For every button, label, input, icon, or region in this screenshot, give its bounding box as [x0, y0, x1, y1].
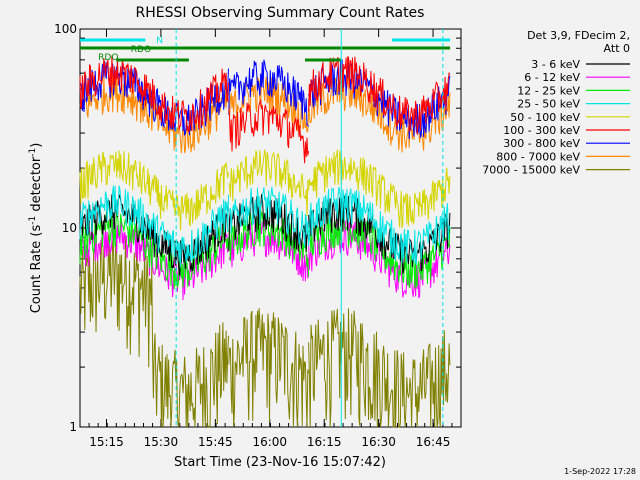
series-line — [308, 220, 451, 299]
night-label: N — [156, 36, 163, 46]
series-line — [79, 233, 229, 429]
decimation-label: RDO — [98, 53, 118, 63]
series-line — [79, 75, 229, 154]
series-line — [308, 308, 451, 428]
legend-label: 100 - 300 keV — [503, 124, 580, 137]
chart-title: RHESSI Observing Summary Count Rates — [136, 5, 425, 21]
series-line — [228, 59, 310, 127]
series-layer — [79, 55, 451, 429]
y-axis-label-mid: detector — [29, 156, 44, 216]
series-line — [308, 149, 451, 229]
legend-label: 300 - 800 keV — [503, 137, 580, 150]
x-tick-label: 15:15 — [89, 435, 124, 449]
x-axis: 15:15 15:30 15:45 16:00 16:15 16:30 16:45 — [79, 29, 462, 449]
x-tick-label: 16:30 — [361, 435, 396, 449]
legend-label: 6 - 12 keV — [524, 71, 580, 84]
legend-header-1: Det 3,9, FDecim 2, — [527, 29, 630, 42]
series-line — [228, 149, 310, 216]
series-line — [228, 186, 310, 248]
series-line — [79, 55, 229, 133]
legend-header-2: Att 0 — [604, 42, 630, 55]
legend-label: 25 - 50 keV — [517, 98, 580, 111]
x-tick-label: 15:45 — [198, 435, 233, 449]
series-line — [79, 194, 229, 277]
vertical-markers — [175, 29, 444, 427]
y-axis-label-sup2: -1 — [28, 148, 38, 157]
footer-timestamp: 1-Sep-2022 17:28 — [564, 467, 636, 476]
y-axis-label-end: ) — [29, 143, 44, 148]
legend-label: 800 - 7000 keV — [496, 150, 580, 163]
y-axis-label-main: Count Rate (s — [29, 225, 44, 314]
x-tick-label: 16:45 — [416, 435, 451, 449]
series-line — [79, 185, 229, 268]
series-line — [79, 150, 229, 231]
y-axis-label-sup1: -1 — [28, 216, 38, 225]
series-line — [228, 308, 310, 428]
y-tick-label: 10 — [62, 221, 77, 235]
x-axis-label: Start Time (23-Nov-16 15:07:42) — [174, 455, 386, 470]
series-line — [308, 186, 451, 266]
series-line — [228, 99, 310, 164]
x-tick-label: 15:30 — [144, 435, 179, 449]
legend-label: 12 - 25 keV — [517, 84, 580, 97]
legend-label: 3 - 6 keV — [531, 58, 580, 71]
y-tick-label: 1 — [69, 420, 77, 434]
legend-label: 7000 - 15000 keV — [482, 164, 580, 177]
legend-label: 50 - 100 keV — [510, 111, 580, 124]
y-axis: 1 10 100 — [54, 22, 461, 434]
x-tick-label: 16:00 — [252, 435, 287, 449]
series-line — [228, 193, 310, 252]
x-tick-label: 16:15 — [307, 435, 342, 449]
y-axis-label: Count Rate (s-1 detector-1) — [28, 143, 44, 314]
y-tick-label: 100 — [54, 22, 77, 36]
flag-bars: N RDO RDO — [80, 36, 451, 63]
decimation-label: RDO — [131, 45, 151, 55]
series-line — [228, 210, 310, 277]
